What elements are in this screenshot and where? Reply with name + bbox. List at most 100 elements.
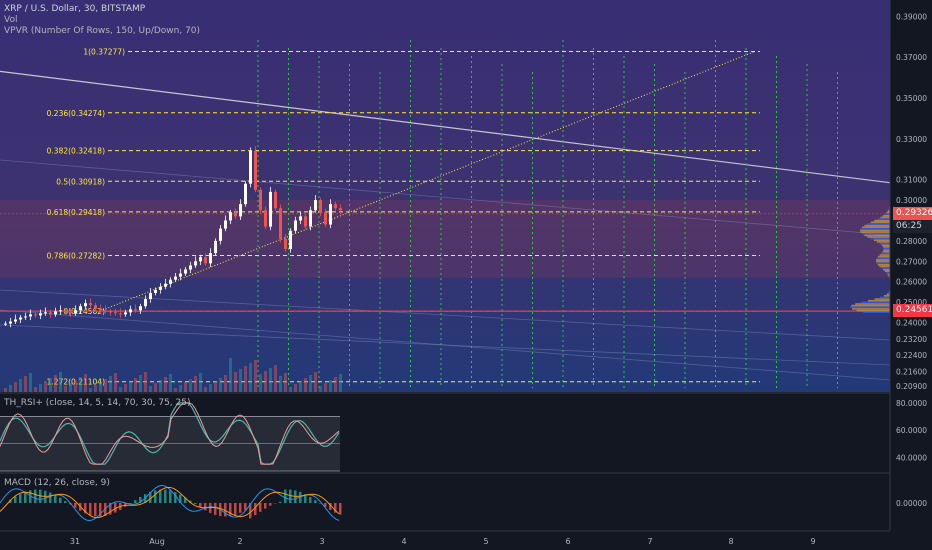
time-tick-8: 8	[728, 537, 733, 546]
candle-body-24	[124, 312, 127, 315]
macd-hist-38	[194, 503, 197, 505]
price-axis-bg	[890, 0, 932, 550]
volume-bar-4	[24, 376, 27, 392]
candle-body-18	[94, 305, 97, 309]
macd-hist-47	[239, 503, 242, 513]
macd-hist-10	[54, 494, 57, 503]
candle-body-0	[4, 323, 7, 325]
macd-hist-5	[29, 490, 32, 503]
vp-bar-52	[862, 226, 890, 229]
vp-bar-41	[881, 244, 890, 246]
macd-hist-64	[324, 503, 327, 507]
volume-bar-2	[14, 382, 17, 392]
vp-bar-9	[879, 296, 890, 299]
macd-hist-57	[289, 489, 292, 503]
candle-body-4	[24, 316, 27, 318]
trend-line	[0, 70, 891, 184]
candle-body-43	[219, 228, 222, 241]
volume-bar-7	[39, 384, 42, 392]
vp-bar-12	[888, 291, 890, 294]
candle-body-37	[189, 265, 192, 270]
rsi-tick-1: 60.0000	[896, 426, 927, 435]
macd-hist-21	[109, 503, 112, 515]
candle-body-66	[334, 204, 337, 209]
candle-body-64	[324, 212, 327, 225]
vp-bar-42	[879, 242, 890, 245]
vp-bar-47	[864, 234, 890, 237]
channel-line-0	[0, 289, 891, 341]
volume-bar-43	[219, 378, 222, 392]
macd-hist-6	[34, 489, 37, 503]
volume-bar-55	[279, 376, 282, 392]
candle-body-44	[224, 220, 227, 229]
candle-body-5	[29, 314, 32, 317]
vp-bar-50	[859, 229, 890, 232]
macd-hist-29	[149, 491, 152, 503]
volume-bar-29	[149, 386, 152, 392]
vp-bar-22	[888, 275, 890, 278]
last-price-badge: 0.29326	[893, 206, 932, 220]
volume-bar-3	[19, 379, 22, 392]
vpvr-label: VPVR (Number Of Rows, 150, Up/Down, 70)	[4, 26, 201, 36]
candle-body-57	[289, 230, 292, 250]
vp-bar-60	[884, 213, 890, 215]
candle-body-35	[179, 273, 182, 277]
volume-bar-42	[214, 381, 217, 392]
vp-bar-36	[881, 252, 890, 255]
volume-bar-60	[304, 378, 307, 392]
macd-hist-14	[74, 503, 77, 508]
price-tick-9: 0.26000	[896, 278, 927, 287]
macd-hist-7	[39, 489, 42, 503]
candle-body-54	[274, 191, 277, 209]
rsi-signal-line	[0, 402, 340, 465]
macd-hist-42	[214, 503, 217, 515]
fib-label-5: 0.786(0.27282)	[47, 252, 105, 261]
volume-bar-64	[324, 383, 327, 392]
vp-bar-58	[880, 216, 890, 219]
volume-bar-49	[249, 363, 252, 392]
candle-body-22	[114, 312, 117, 314]
countdown-badge: 06:25	[893, 219, 932, 233]
macd-hist-63	[319, 503, 322, 504]
price-tick-5: 0.30000	[896, 196, 927, 205]
volume-bar-22	[114, 373, 117, 392]
vp-bar-11	[886, 293, 890, 295]
volume-bar-39	[199, 373, 202, 392]
volume-bar-14	[74, 380, 77, 392]
rsi-label: TH_RSI+ (close, 14, 5, 14, 70, 30, 75, 2…	[4, 398, 191, 408]
candle-body-23	[119, 313, 122, 315]
macd-hist-50	[254, 503, 257, 516]
macd-hist-18	[94, 503, 97, 517]
macd-tick-0: 0.00000	[896, 499, 927, 508]
macd-hist-2	[14, 496, 17, 503]
candle-body-30	[154, 289, 157, 293]
volume-band	[0, 200, 890, 278]
candle-body-52	[264, 210, 267, 227]
volume-bar-8	[44, 381, 47, 392]
candle-body-14	[74, 310, 77, 314]
vp-bar-34	[878, 255, 890, 258]
candle-body-11	[59, 310, 62, 312]
macd-hist-3	[19, 493, 22, 503]
time-tick-3: 3	[319, 537, 324, 546]
volume-bar-51	[259, 374, 262, 392]
fib-label-1: 0.236(0.34274)	[47, 109, 105, 118]
macd-hist-39	[199, 503, 202, 508]
macd-hist-40	[204, 503, 207, 511]
volume-bar-23	[119, 387, 122, 392]
macd-hist-11	[59, 497, 62, 503]
volume-bar-61	[309, 375, 312, 392]
fib-anchor-line	[99, 50, 756, 312]
vp-bar-57	[877, 218, 890, 220]
candle-body-28	[144, 299, 147, 307]
macd-hist-62	[314, 500, 317, 503]
price-tick-14: 0.21600	[896, 368, 927, 377]
volume-bar-65	[329, 380, 332, 392]
candle-body-16	[84, 303, 87, 307]
vp-bar-35	[879, 254, 890, 256]
vp-bar-56	[874, 219, 890, 222]
volume-bar-15	[79, 377, 82, 392]
candle-body-3	[19, 317, 22, 320]
